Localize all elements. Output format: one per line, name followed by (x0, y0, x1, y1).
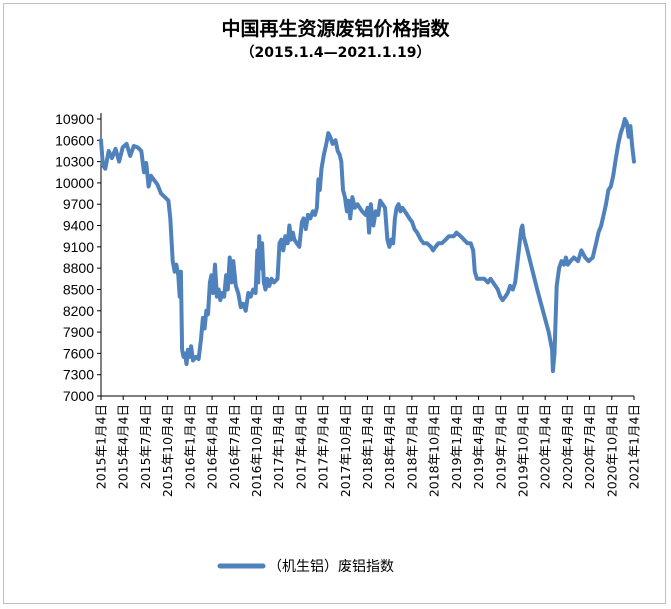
y-tick-label: 8500 (63, 281, 94, 297)
x-tick-label: 2017年1月4日 (271, 404, 286, 489)
x-tick-label: 2016年10月4日 (249, 404, 264, 497)
x-tick-label: 2015年10月4日 (160, 404, 175, 497)
x-tick-label: 2016年1月4日 (182, 404, 197, 489)
x-axis: 2015年1月4日 2015年4月4日 2015年7月4日 2015年10月4日 201… (94, 395, 642, 497)
x-tick-label: 2016年7月4日 (227, 404, 242, 489)
series-layer (99, 117, 636, 374)
y-tick-label: 7000 (63, 388, 94, 404)
x-tick-label: 2021年1月4日 (627, 404, 642, 489)
x-tick-label: 2018年7月4日 (404, 404, 419, 489)
x-tick-label: 2015年4月4日 (116, 404, 131, 489)
y-axis: 10900 10600 10300 10000 9700 9400 9100 8800 8500… (55, 111, 102, 404)
x-tick-label: 2015年1月4日 (94, 404, 109, 489)
x-tick-label: 2017年4月4日 (293, 404, 308, 489)
y-tick-label: 10600 (55, 132, 94, 148)
y-tick-label: 8800 (63, 260, 94, 276)
x-tick-label: 2019年7月4日 (493, 404, 508, 489)
y-tick-label: 7300 (63, 367, 94, 383)
y-tick-label: 9100 (63, 239, 94, 255)
chart-title: 中国再生资源废铝价格指数 (221, 18, 450, 40)
x-tick-label: 2018年1月4日 (360, 404, 375, 489)
y-tick-label: 10300 (55, 154, 94, 170)
y-tick-label: 7900 (63, 324, 94, 340)
x-tick-label: 2017年10月4日 (338, 404, 353, 497)
series-line (99, 117, 636, 374)
legend-label: （机生铝）废铝指数 (268, 559, 394, 575)
x-tick-label: 2020年4月4日 (560, 404, 575, 489)
x-tick-label: 2020年1月4日 (538, 404, 553, 489)
legend: （机生铝）废铝指数 (217, 559, 394, 575)
x-tick-label: 2015年7月4日 (138, 404, 153, 489)
y-tick-label: 9400 (63, 218, 94, 234)
x-tick-label: 2018年10月4日 (427, 404, 442, 497)
x-tick-label: 2020年10月4日 (604, 404, 619, 497)
y-tick-label: 8200 (63, 303, 94, 319)
x-tick-label: 2017年7月4日 (316, 404, 331, 489)
x-tick-label: 2019年1月4日 (449, 404, 464, 489)
chart-subtitle: （2015.1.4—2021.1.19） (240, 45, 431, 61)
y-tick-label: 9700 (63, 196, 94, 212)
y-tick-label: 10900 (55, 111, 94, 127)
x-tick-label: 2020年7月4日 (582, 404, 597, 489)
x-tick-label: 2018年4月4日 (382, 404, 397, 489)
x-tick-label: 2019年4月4日 (471, 404, 486, 489)
x-tick-label: 2019年10月4日 (515, 404, 530, 497)
y-tick-label: 7600 (63, 345, 94, 361)
y-tick-label: 10000 (55, 175, 94, 191)
x-tick-label: 2016年4月4日 (205, 404, 220, 489)
